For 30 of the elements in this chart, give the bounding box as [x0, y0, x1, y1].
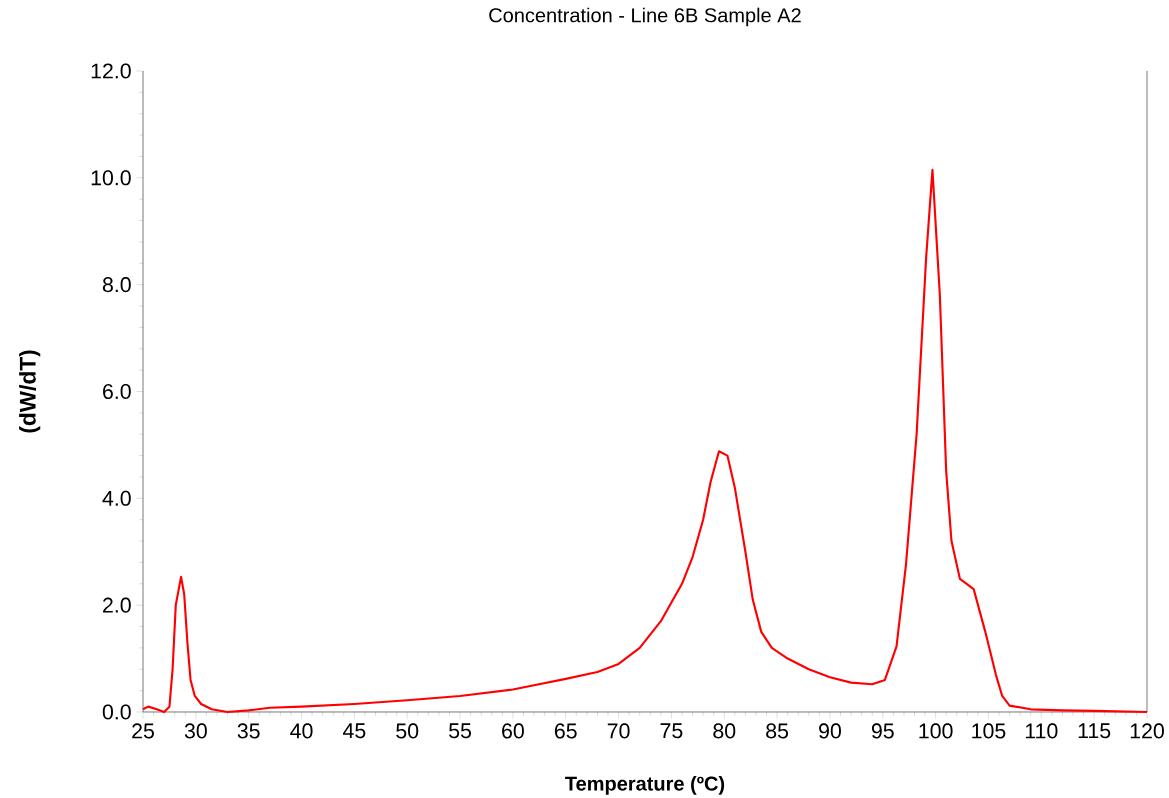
x-tick-label: 50 [396, 723, 419, 739]
x-tick-label: 40 [290, 723, 313, 739]
x-tick-label: 60 [502, 723, 524, 739]
x-tick-label: 100 [919, 723, 953, 739]
x-tick-label: 55 [449, 723, 472, 739]
y-tick-label: 4.0 [102, 490, 131, 506]
chart-title: Concentration - Line 6B Sample A2 [489, 7, 801, 27]
y-tick-label: 12.0 [91, 63, 131, 79]
y-tick-label: 2.0 [103, 597, 131, 613]
x-tick-label: 25 [132, 723, 154, 739]
x-tick-label: 75 [660, 723, 683, 739]
x-tick-label: 70 [607, 723, 630, 739]
x-axis-title: Temperature (ºC) [565, 776, 725, 795]
y-tick-label: 8.0 [102, 277, 131, 293]
y-tick-label: 0.0 [102, 704, 131, 720]
x-tick-label: 45 [342, 723, 366, 739]
x-tick-label: 95 [871, 723, 894, 739]
x-tick-label: 120 [1130, 723, 1164, 739]
y-axis-title: (dW/dT) [19, 350, 41, 433]
x-tick-label: 80 [713, 723, 736, 739]
x-tick-label: 115 [1078, 723, 1111, 739]
x-tick-label: 65 [554, 723, 577, 739]
y-tick-label: 10.0 [91, 170, 131, 186]
x-tick-label: 85 [766, 723, 789, 739]
x-tick-label: 90 [819, 723, 841, 739]
x-tick-label: 105 [972, 723, 1006, 739]
x-tick-label: 30 [184, 723, 207, 739]
x-tick-label: 110 [1025, 723, 1058, 739]
y-tick-label: 6.0 [103, 383, 131, 400]
x-tick-label: 35 [237, 723, 260, 739]
